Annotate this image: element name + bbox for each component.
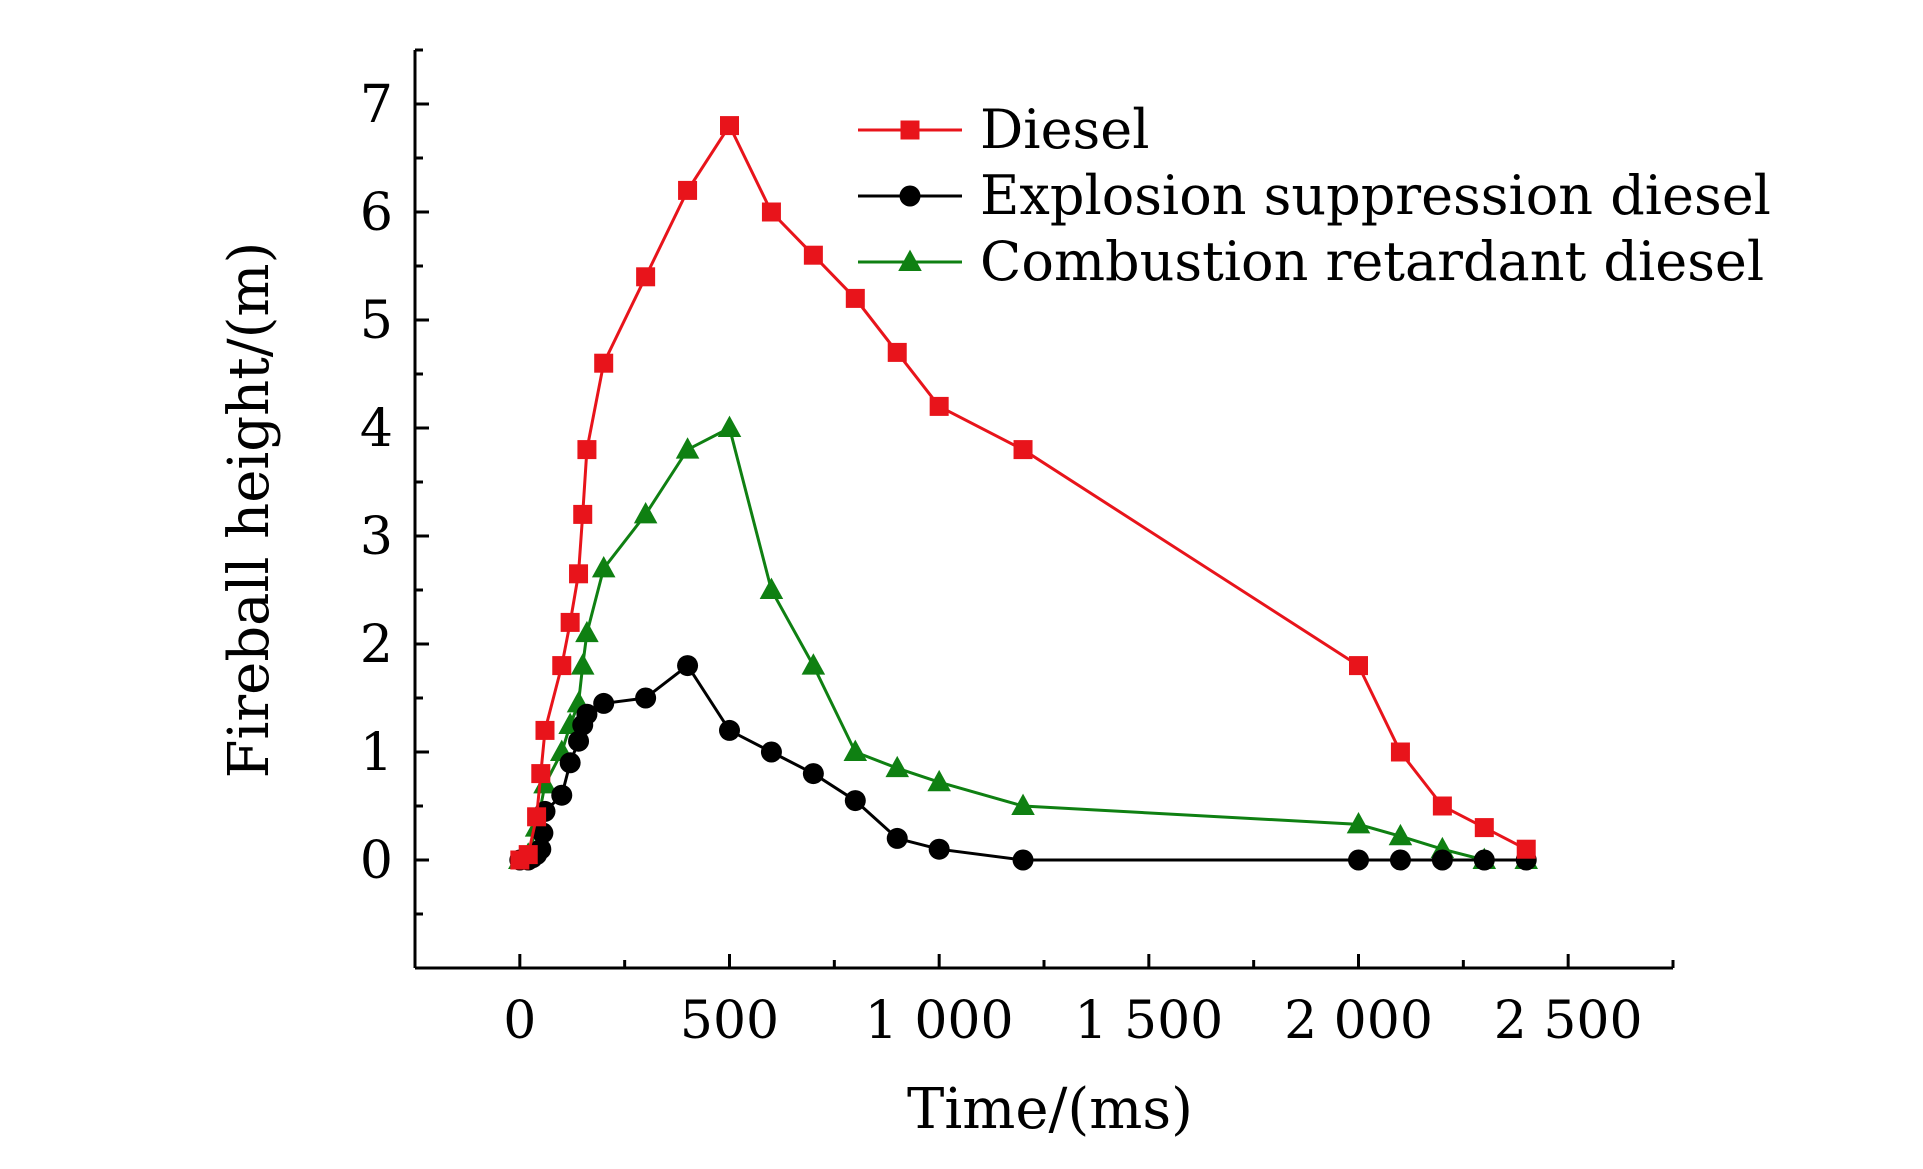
data-point-square (552, 656, 572, 676)
data-point-triangle (843, 739, 868, 761)
data-point-circle (551, 784, 573, 806)
series-1 (509, 655, 1537, 871)
data-point-circle (1473, 849, 1495, 871)
data-point-circle (593, 692, 615, 714)
data-point-square (1432, 796, 1452, 816)
y-axis-label: Fireball height/(m) (217, 242, 282, 779)
series-line-circle (519, 663, 1527, 862)
ticks (413, 48, 1675, 970)
data-point-triangle (1388, 823, 1413, 846)
data-point-square (527, 807, 547, 827)
data-point-circle (886, 827, 908, 849)
data-point-circle (1348, 849, 1369, 871)
data-point-circle (532, 822, 554, 844)
legend-marker (900, 120, 920, 140)
data-point-circle (802, 763, 824, 785)
data-point-triangle (759, 577, 784, 599)
legend-entry: Diesel (980, 98, 1149, 161)
x-tick-label: 500 (680, 991, 779, 1051)
data-point-square (531, 764, 551, 784)
data-point-square (573, 504, 593, 524)
data-point-square (887, 342, 907, 362)
data-point-triangle (570, 653, 595, 675)
series-2 (508, 415, 1539, 869)
data-point-square (560, 612, 580, 632)
data-point-square (1390, 742, 1410, 762)
data-point-square (929, 396, 949, 416)
data-point-circle (1389, 849, 1411, 871)
data-point-circle (568, 730, 590, 752)
legend-entry: Combustion retardant diesel (980, 230, 1764, 293)
data-point-square (1013, 440, 1033, 460)
data-point-triangle (1011, 793, 1035, 815)
data-point-triangle (591, 556, 616, 578)
data-point-square (577, 440, 597, 460)
data-point-triangle (575, 620, 599, 643)
x-axis-label: Time/(ms) (907, 1077, 1193, 1142)
data-point-triangle (675, 437, 700, 459)
data-point-circle (635, 687, 657, 709)
data-point-square (803, 245, 823, 265)
legend-marker (898, 249, 922, 271)
data-point-triangle (717, 415, 742, 437)
y-tick-label: 4 (360, 399, 393, 459)
data-point-square (761, 202, 781, 222)
tick-labels: 0 500 1 000 1 500 2 000 2 500 0 1 2 3 4 5 6 7 (360, 75, 1643, 1051)
data-point-triangle (633, 502, 658, 524)
y-tick-label: 1 (360, 723, 393, 783)
x-tick-label: 0 (503, 991, 536, 1051)
data-point-square (1474, 818, 1494, 838)
data-point-square (569, 564, 589, 584)
x-tick-label: 1 000 (865, 991, 1014, 1051)
data-point-circle (559, 752, 581, 774)
data-point-circle (677, 655, 699, 677)
data-point-square (594, 353, 614, 373)
data-point-square (518, 845, 538, 865)
data-point-triangle (885, 755, 910, 778)
data-point-circle (1012, 849, 1034, 871)
legend-entry: Explosion suppression diesel (980, 164, 1771, 227)
data-point-triangle (927, 769, 951, 792)
data-point-triangle (1346, 811, 1371, 834)
x-tick-label: 2 000 (1284, 991, 1433, 1051)
data-point-square (535, 720, 555, 740)
y-tick-label: 6 (360, 183, 393, 243)
data-point-square (720, 116, 739, 136)
x-tick-label: 1 500 (1074, 991, 1223, 1051)
legend-marker (899, 185, 921, 207)
series-0 (510, 116, 1536, 870)
data-point-triangle (801, 653, 826, 675)
series-layer (508, 116, 1539, 871)
data-point-square (1349, 656, 1368, 676)
y-tick-label: 2 (360, 615, 393, 675)
data-point-circle (719, 719, 740, 741)
data-point-circle (1431, 849, 1453, 871)
y-tick-label: 7 (360, 75, 393, 135)
y-tick-label: 5 (360, 291, 393, 351)
data-point-circle (844, 790, 866, 812)
y-tick-label: 3 (360, 507, 393, 567)
data-point-circle (928, 838, 950, 860)
x-tick-label: 2 500 (1494, 991, 1643, 1051)
data-point-square (636, 267, 656, 287)
data-point-square (845, 288, 865, 308)
data-point-square (678, 180, 698, 200)
data-point-square (1516, 839, 1536, 859)
y-tick-label: 0 (360, 831, 393, 891)
data-point-circle (760, 741, 782, 763)
data-point-circle (576, 703, 598, 725)
